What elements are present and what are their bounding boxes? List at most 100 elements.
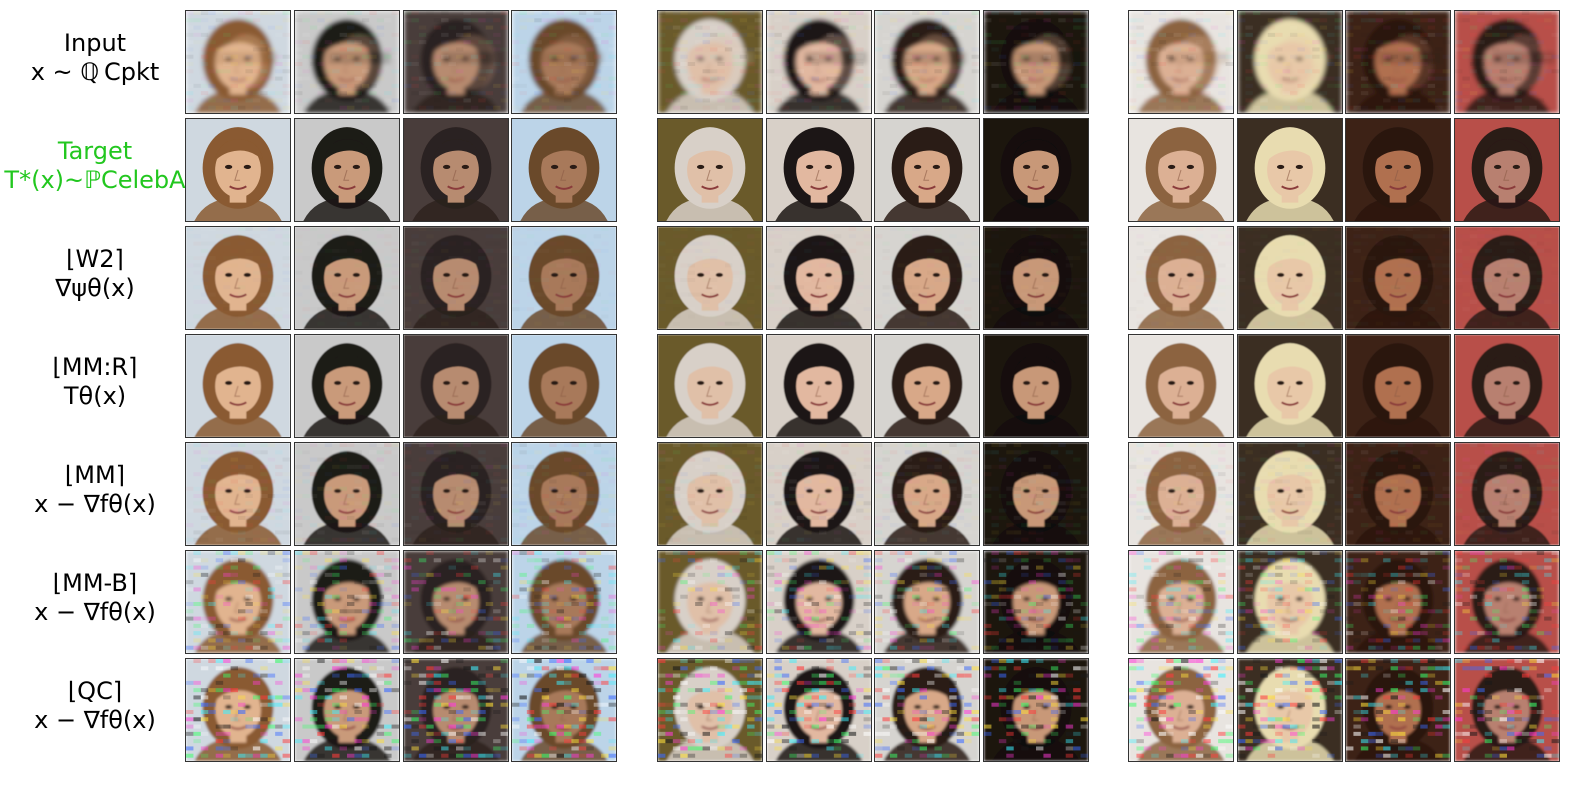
face-image-w2-7 (874, 226, 980, 330)
face-image-input-4 (511, 10, 617, 114)
face-image-qc-11 (1345, 658, 1451, 762)
face-image-qc-10 (1237, 658, 1343, 762)
face-image-mmb-2 (294, 550, 400, 654)
face-image-input-6 (766, 10, 872, 114)
face-image-input-11 (1345, 10, 1451, 114)
row-label-w2: ⌊W2⌉ ∇ψθ(x) (0, 245, 190, 303)
face-image-mmb-10 (1237, 550, 1343, 654)
face-image-target-6 (766, 118, 872, 222)
row-label-mmr-formula: Tθ(x) (63, 382, 127, 410)
row-label-target: Target T*(x)~ℙCelebA (0, 137, 190, 195)
face-image-qc-6 (766, 658, 872, 762)
face-image-input-10 (1237, 10, 1343, 114)
row-label-mmb: ⌊MM-B⌉ x − ∇fθ(x) (0, 569, 190, 627)
face-image-w2-6 (766, 226, 872, 330)
row-label-mm-name: ⌊MM⌉ (64, 461, 126, 489)
face-image-mmb-7 (874, 550, 980, 654)
face-image-target-9 (1128, 118, 1234, 222)
row-label-mmb-formula: x − ∇fθ(x) (34, 598, 156, 626)
face-image-mmb-3 (403, 550, 509, 654)
row-label-mm: ⌊MM⌉ x − ∇fθ(x) (0, 461, 190, 519)
face-image-mmb-1 (185, 550, 291, 654)
row-label-mmr: ⌊MM:R⌉ Tθ(x) (0, 353, 190, 411)
face-image-mmr-7 (874, 334, 980, 438)
face-image-target-3 (403, 118, 509, 222)
face-image-mm-12 (1454, 442, 1560, 546)
face-image-mmb-9 (1128, 550, 1234, 654)
face-image-qc-1 (185, 658, 291, 762)
row-label-input: Input x ~ ℚ Cpkt (0, 29, 190, 87)
face-image-mmb-12 (1454, 550, 1560, 654)
face-image-mm-10 (1237, 442, 1343, 546)
face-image-mmr-1 (185, 334, 291, 438)
row-label-w2-name: ⌊W2⌉ (66, 245, 124, 273)
face-image-mm-4 (511, 442, 617, 546)
face-image-mm-2 (294, 442, 400, 546)
face-image-qc-3 (403, 658, 509, 762)
face-image-target-11 (1345, 118, 1451, 222)
face-image-target-5 (657, 118, 763, 222)
face-image-mm-7 (874, 442, 980, 546)
row-label-w2-formula: ∇ψθ(x) (55, 274, 135, 302)
face-image-w2-10 (1237, 226, 1343, 330)
row-labels: Input x ~ ℚ Cpkt Target T*(x)~ℙCelebA ⌊W2⌉ ∇ψ… (0, 0, 185, 787)
face-image-mmb-11 (1345, 550, 1451, 654)
face-image-input-9 (1128, 10, 1234, 114)
face-image-mm-5 (657, 442, 763, 546)
face-image-mm-11 (1345, 442, 1451, 546)
row-label-qc-name: ⌊QC⌉ (67, 677, 123, 705)
face-image-qc-4 (511, 658, 617, 762)
face-image-mmr-4 (511, 334, 617, 438)
face-image-target-1 (185, 118, 291, 222)
face-image-mm-8 (983, 442, 1089, 546)
face-image-input-5 (657, 10, 763, 114)
face-image-input-1 (185, 10, 291, 114)
face-image-mm-9 (1128, 442, 1234, 546)
face-image-target-12 (1454, 118, 1560, 222)
face-image-w2-3 (403, 226, 509, 330)
row-label-target-formula: T*(x)~ℙCelebA (4, 166, 186, 194)
face-image-target-10 (1237, 118, 1343, 222)
face-image-qc-9 (1128, 658, 1234, 762)
face-image-target-8 (983, 118, 1089, 222)
face-image-target-7 (874, 118, 980, 222)
face-image-target-4 (511, 118, 617, 222)
face-image-mmr-6 (766, 334, 872, 438)
face-image-target-2 (294, 118, 400, 222)
face-image-input-8 (983, 10, 1089, 114)
face-image-mm-6 (766, 442, 872, 546)
face-image-w2-9 (1128, 226, 1234, 330)
face-image-mmr-11 (1345, 334, 1451, 438)
row-label-qc: ⌊QC⌉ x − ∇fθ(x) (0, 677, 190, 735)
face-image-mmr-8 (983, 334, 1089, 438)
face-image-mmb-5 (657, 550, 763, 654)
row-label-qc-formula: x − ∇fθ(x) (34, 706, 156, 734)
row-label-input-name: Input (63, 29, 127, 57)
face-image-w2-12 (1454, 226, 1560, 330)
face-image-w2-5 (657, 226, 763, 330)
face-image-w2-11 (1345, 226, 1451, 330)
face-image-mmb-6 (766, 550, 872, 654)
face-image-qc-7 (874, 658, 980, 762)
row-label-target-name: Target (57, 137, 133, 165)
face-image-w2-1 (185, 226, 291, 330)
face-image-input-7 (874, 10, 980, 114)
face-image-qc-2 (294, 658, 400, 762)
face-image-mm-1 (185, 442, 291, 546)
face-image-mm-3 (403, 442, 509, 546)
row-label-mmb-name: ⌊MM-B⌉ (52, 569, 138, 597)
face-image-mmr-2 (294, 334, 400, 438)
face-image-qc-5 (657, 658, 763, 762)
face-image-input-12 (1454, 10, 1560, 114)
face-image-w2-2 (294, 226, 400, 330)
face-image-qc-8 (983, 658, 1089, 762)
face-image-qc-12 (1454, 658, 1560, 762)
face-image-mmr-9 (1128, 334, 1234, 438)
face-image-mmr-12 (1454, 334, 1560, 438)
row-label-mmr-name: ⌊MM:R⌉ (52, 353, 138, 381)
face-image-w2-8 (983, 226, 1089, 330)
face-image-mmb-8 (983, 550, 1089, 654)
face-image-mmr-3 (403, 334, 509, 438)
row-label-mm-formula: x − ∇fθ(x) (34, 490, 156, 518)
face-image-mmb-4 (511, 550, 617, 654)
